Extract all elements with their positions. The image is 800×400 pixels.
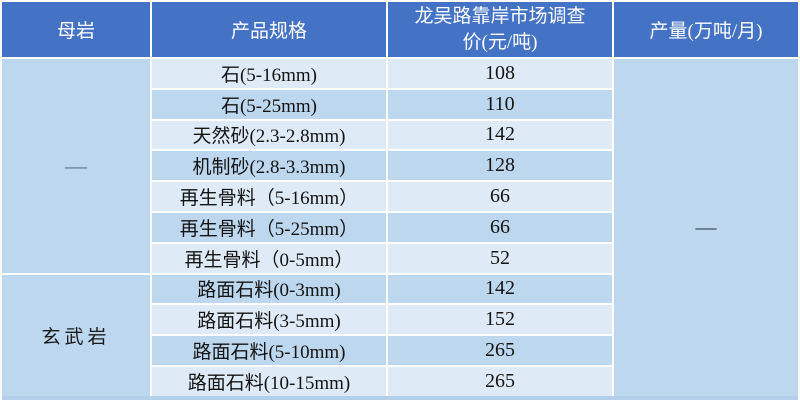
col-header-price: 龙吴路靠岸市场调查价(元/吨): [388, 2, 612, 57]
spec-cell: 路面石料(0-3mm): [152, 274, 386, 304]
price-cell: 265: [388, 366, 612, 396]
table-row: 路面石料(5-10mm) 265: [2, 336, 798, 365]
col-header-output: 产量(万吨/月): [614, 2, 798, 57]
price-cell: 128: [388, 151, 612, 181]
price-cell: 108: [388, 59, 612, 88]
table-row: 再生骨料（5-16mm） 66: [2, 182, 798, 211]
spec-cell: 再生骨料（5-25mm）: [152, 212, 386, 242]
spec-cell: 再生骨料（5-16mm）: [152, 182, 386, 211]
price-cell: 52: [388, 243, 612, 273]
header-row: 母岩 产品规格 龙吴路靠岸市场调查价(元/吨) 产量(万吨/月): [2, 2, 798, 57]
rock-group-basalt-cell: 玄武岩: [2, 274, 150, 396]
price-cell: 265: [388, 336, 612, 365]
price-cell: 66: [388, 212, 612, 242]
spec-cell: 石(5-16mm): [152, 59, 386, 88]
table-row: 再生骨料（0-5mm） 52: [2, 243, 798, 273]
col-header-price-text: 龙吴路靠岸市场调查价(元/吨): [414, 5, 586, 53]
rock-group-dash-cell: —: [2, 59, 150, 273]
price-cell: 142: [388, 120, 612, 150]
price-cell: 66: [388, 182, 612, 211]
spec-cell: 机制砂(2.8-3.3mm): [152, 151, 386, 181]
table-row: 路面石料(3-5mm) 152: [2, 305, 798, 335]
output-cell: —: [614, 59, 798, 396]
table-row: 天然砂(2.3-2.8mm) 142: [2, 120, 798, 150]
spec-cell: 再生骨料（0-5mm）: [152, 243, 386, 273]
price-cell: 152: [388, 305, 612, 335]
col-header-spec: 产品规格: [152, 2, 386, 57]
truncated-next-row: [2, 396, 798, 400]
col-header-rock: 母岩: [2, 2, 150, 57]
table-row: 路面石料(10-15mm) 265: [2, 366, 798, 396]
table-row: — 石(5-16mm) 108 —: [2, 59, 798, 396]
table-row: 再生骨料（5-25mm） 66: [2, 212, 798, 242]
table-row: 机制砂(2.8-3.3mm) 128: [2, 151, 798, 181]
spec-cell: 石(5-25mm): [152, 89, 386, 119]
price-cell: 110: [388, 89, 612, 119]
table-row: 玄武岩 路面石料(0-3mm) 142: [2, 274, 798, 396]
spec-cell: 天然砂(2.3-2.8mm): [152, 120, 386, 150]
table-row: 石(5-25mm) 110: [2, 89, 798, 119]
spec-cell: 路面石料(10-15mm): [152, 366, 386, 396]
spec-cell: 路面石料(5-10mm): [152, 336, 386, 365]
price-cell: 142: [388, 274, 612, 304]
spec-cell: 路面石料(3-5mm): [152, 305, 386, 335]
